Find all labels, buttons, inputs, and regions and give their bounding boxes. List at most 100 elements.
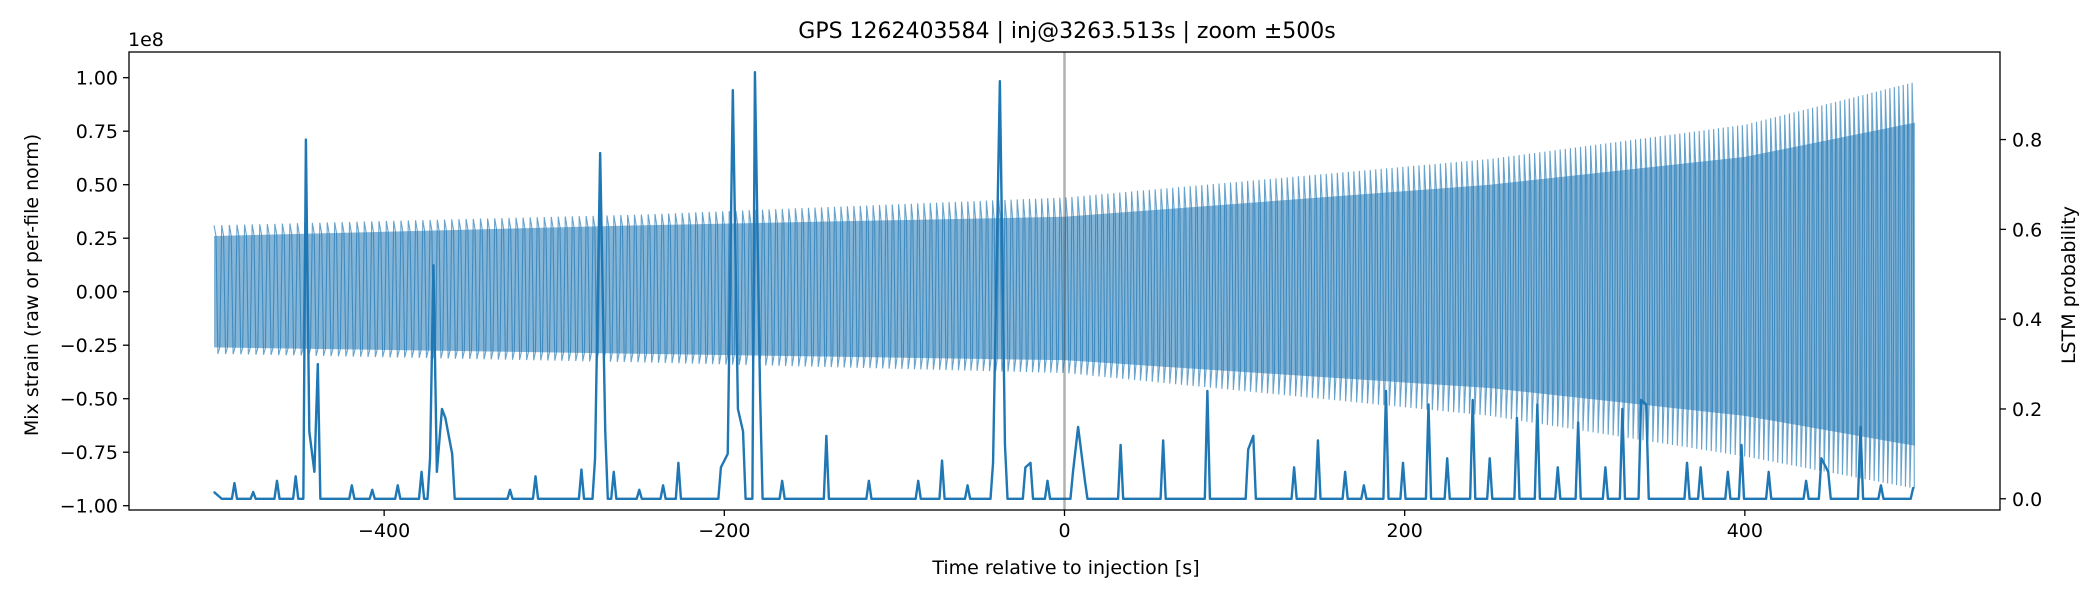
lstm-probability-point [1084,480,1086,482]
lstm-probability-point [1446,457,1449,460]
x-tick-label: 400 [1727,520,1763,542]
lstm-probability-point [662,484,664,487]
lstm-probability-point [1004,444,1006,446]
lstm-probability-point [1119,444,1122,446]
lstm-probability-point [444,417,447,419]
lstm-probability-point [1252,435,1255,437]
left-y-tick-label: −0.75 [60,442,118,464]
lstm-probability-point [1162,439,1164,442]
lstm-probability-point [1516,417,1518,419]
lstm-probability-point [371,488,374,491]
lstm-probability-point [1024,466,1027,469]
left-y-tick-label: 1.00 [76,68,118,90]
lstm-probability-point [677,462,680,464]
lstm-probability-point [213,491,215,493]
lstm-probability-point [1046,480,1049,482]
x-tick-label: −400 [358,520,410,542]
lstm-probability-point [218,495,220,498]
left-y-tick-label: 0.00 [76,282,118,304]
lstm-probability-point [429,457,431,460]
lstm-probability-point [604,430,607,433]
left-y-tick-label: 0.25 [76,228,118,250]
right-y-axis-label: LSTM probability [2058,206,2080,364]
lstm-probability-point [1344,471,1346,473]
lstm-probability-point [612,471,615,473]
lstm-probability-point [1740,444,1743,446]
lstm-probability-point [1645,403,1648,406]
x-tick-label: 0 [1058,520,1070,542]
lstm-probability-point [1317,439,1319,442]
x-tick-label: −200 [698,520,750,542]
strain-dense-core [214,122,1915,446]
left-y-tick-label: −1.00 [60,496,118,518]
lstm-probability-point [534,475,537,478]
lstm-probability-point [396,484,399,487]
lstm-probability-point [1072,471,1074,473]
lstm-probability-point [1385,390,1387,392]
left-y-axis: 1.00 0.75 0.50 0.25 0.00 −0.25 −0.50 −0.75 −1.00 [60,68,129,518]
lstm-probability-point [1727,471,1729,473]
lstm-probability-point [1427,403,1430,406]
lstm-probability-point [754,71,756,74]
lstm-probability-point [1912,486,1915,489]
lstm-probability-point [732,89,734,91]
lstm-probability-point [966,484,969,487]
lstm-probability-point [1293,466,1295,469]
lstm-probability-point [294,475,297,478]
lstm-probability-point [1604,466,1607,469]
lstm-probability-point [1621,408,1624,410]
lstm-probability-point [451,453,453,455]
lstm-probability-point [276,480,278,482]
x-tick-label: 200 [1387,520,1423,542]
lstm-probability-point [1805,480,1807,482]
right-y-tick-label: 0.6 [2012,219,2042,241]
lstm-probability-point [432,264,435,267]
lstm-probability-point [1206,390,1209,392]
lstm-probability-point [1556,466,1559,469]
lstm-probability-point [868,480,870,482]
chart-title: GPS 1262403584 | inj@3263.513s | zoom ±5… [798,19,1335,44]
right-y-tick-label: 0.4 [2012,309,2042,331]
lstm-probability-point [252,491,254,493]
lstm-probability-point [1488,457,1491,460]
lstm-probability-point [1577,421,1579,424]
lstm-probability-point [351,484,353,487]
lstm-probability-point [509,488,511,491]
left-y-tick-label: −0.25 [60,335,118,357]
lstm-probability-point [726,453,729,455]
lstm-probability-point [781,480,783,482]
lstm-probability-point [599,152,601,154]
lstm-probability-point [441,408,443,410]
lstm-probability-series [213,71,1915,500]
lstm-probability-point [941,459,943,462]
axis-offset-label: 1e8 [128,29,164,51]
lstm-probability-point [305,138,307,141]
lstm-probability-point [1471,399,1474,401]
lstm-probability-point [999,80,1001,82]
left-y-tick-label: 0.50 [76,175,118,197]
strain-series [213,82,1915,489]
x-axis-label: Time relative to injection [s] [931,557,1199,579]
lstm-probability-point [317,363,319,365]
lstm-probability-point [1859,426,1862,428]
right-y-tick-label: 0.0 [2012,489,2042,511]
x-axis: −400 −200 0 200 400 [358,510,1763,542]
lstm-probability-point [1247,448,1249,451]
lstm-probability-point [742,430,744,433]
lstm-probability-point [308,430,311,433]
lstm-probability-point [825,435,828,437]
right-y-tick-label: 0.2 [2012,399,2042,421]
lstm-probability-line [213,71,1915,500]
lstm-probability-point [436,471,438,473]
lstm-probability-point [1640,399,1642,401]
lstm-probability-point [594,457,596,460]
lstm-probability-point [1699,466,1702,469]
left-y-tick-label: 0.75 [76,121,118,143]
lstm-probability-point [1363,484,1365,487]
lstm-probability-point [737,408,739,410]
lstm-probability-point [1827,471,1830,473]
lstm-probability-point [917,480,920,482]
lstm-probability-point [720,466,722,469]
lstm-probability-point [233,482,236,484]
